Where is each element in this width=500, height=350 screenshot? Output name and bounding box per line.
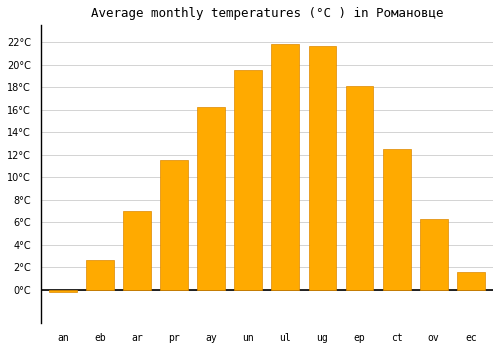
Bar xyxy=(420,219,448,289)
Bar xyxy=(308,46,336,289)
Bar xyxy=(272,44,299,289)
Bar xyxy=(346,86,374,289)
Title: Average monthly temperatures (°C ) in Романовце: Average monthly temperatures (°C ) in Ро… xyxy=(90,7,443,20)
Bar xyxy=(234,70,262,289)
Bar xyxy=(382,149,410,289)
Bar xyxy=(457,272,484,289)
Bar xyxy=(49,289,77,292)
Bar xyxy=(160,160,188,289)
Bar xyxy=(123,211,151,289)
Bar xyxy=(86,260,114,289)
Bar xyxy=(198,107,225,289)
